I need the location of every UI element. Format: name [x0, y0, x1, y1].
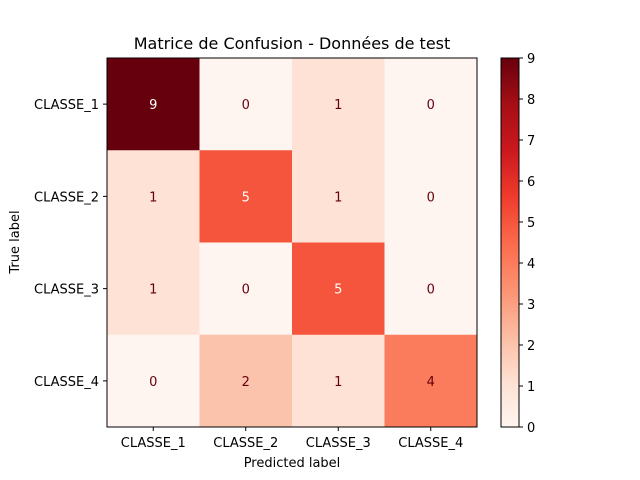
y-tick-label: CLASSE_4	[34, 375, 99, 390]
heatmap-cell	[199, 242, 293, 336]
cell-value-label: 1	[149, 190, 157, 205]
heatmap-frame	[106, 57, 478, 428]
heatmap-cell	[107, 242, 200, 336]
y-tick-label: CLASSE_3	[34, 283, 99, 298]
colorbar-tick-label: 3	[527, 298, 535, 313]
heatmap-cell	[384, 150, 478, 243]
cell-value-label: 0	[427, 190, 435, 205]
colorbar	[500, 57, 520, 428]
colorbar-tick-label: 7	[527, 134, 535, 149]
heatmap-cell	[107, 334, 200, 428]
colorbar-tick-label: 9	[527, 52, 535, 67]
x-tick-label: CLASSE_4	[398, 436, 463, 451]
heatmap-cell	[292, 150, 385, 243]
cell-value-label: 1	[334, 375, 342, 390]
x-tick-label: CLASSE_2	[213, 436, 278, 451]
colorbar-tick-label: 2	[527, 339, 535, 354]
y-tick-label: CLASSE_1	[34, 98, 99, 113]
cell-value-label: 5	[334, 283, 342, 298]
colorbar-tick-label: 4	[527, 257, 535, 272]
heatmap-cell	[292, 242, 385, 336]
y-axis-label: True label	[8, 210, 23, 274]
heatmap-cell	[199, 334, 293, 428]
colorbar-tick-label: 1	[527, 380, 535, 395]
cell-value-label: 4	[427, 375, 435, 390]
colorbar-ticks: 0 1 2 3 4 5 6 7 8 9	[519, 52, 535, 436]
heatmap-cell	[384, 242, 478, 336]
y-axis-ticks: CLASSE_1 CLASSE_2 CLASSE_3 CLASSE_4	[34, 98, 107, 390]
cell-value-label: 0	[242, 283, 250, 298]
heatmap-cell	[107, 58, 200, 151]
cell-value-label: 1	[334, 190, 342, 205]
heatmap-cell	[292, 334, 385, 428]
cell-value-label: 5	[242, 190, 250, 205]
x-axis-ticks: CLASSE_1 CLASSE_2 CLASSE_3 CLASSE_4	[121, 427, 463, 451]
x-axis-label: Predicted label	[244, 456, 341, 471]
colorbar-tick-label: 8	[527, 93, 535, 108]
cell-value-label: 0	[427, 283, 435, 298]
heatmap-cell	[107, 150, 200, 243]
cell-value-label: 2	[242, 375, 250, 390]
colorbar-tick-label: 5	[527, 216, 535, 231]
x-tick-label: CLASSE_1	[121, 436, 186, 451]
cell-value-label: 0	[427, 98, 435, 113]
cell-value-label: 0	[149, 375, 157, 390]
y-tick-label: CLASSE_2	[34, 190, 99, 205]
cell-value-label: 1	[334, 98, 342, 113]
cell-value-label: 0	[242, 98, 250, 113]
cell-value-label: 1	[149, 283, 157, 298]
heatmap-cell	[199, 58, 293, 151]
cell-value-label: 9	[149, 98, 157, 113]
colorbar-tick-label: 0	[527, 421, 535, 436]
x-tick-label: CLASSE_3	[306, 436, 371, 451]
heatmap-cells	[107, 58, 478, 428]
heatmap-cell-labels: 9 0 1 01 5 1 01 0 5 00 2 1 4	[149, 98, 435, 390]
heatmap-cell	[384, 58, 478, 151]
heatmap-cell	[292, 58, 385, 151]
chart-title: Matrice de Confusion - Données de test	[134, 34, 451, 53]
colorbar-tick-label: 6	[527, 175, 535, 190]
heatmap-cell	[384, 334, 478, 428]
heatmap-cell	[199, 150, 293, 243]
